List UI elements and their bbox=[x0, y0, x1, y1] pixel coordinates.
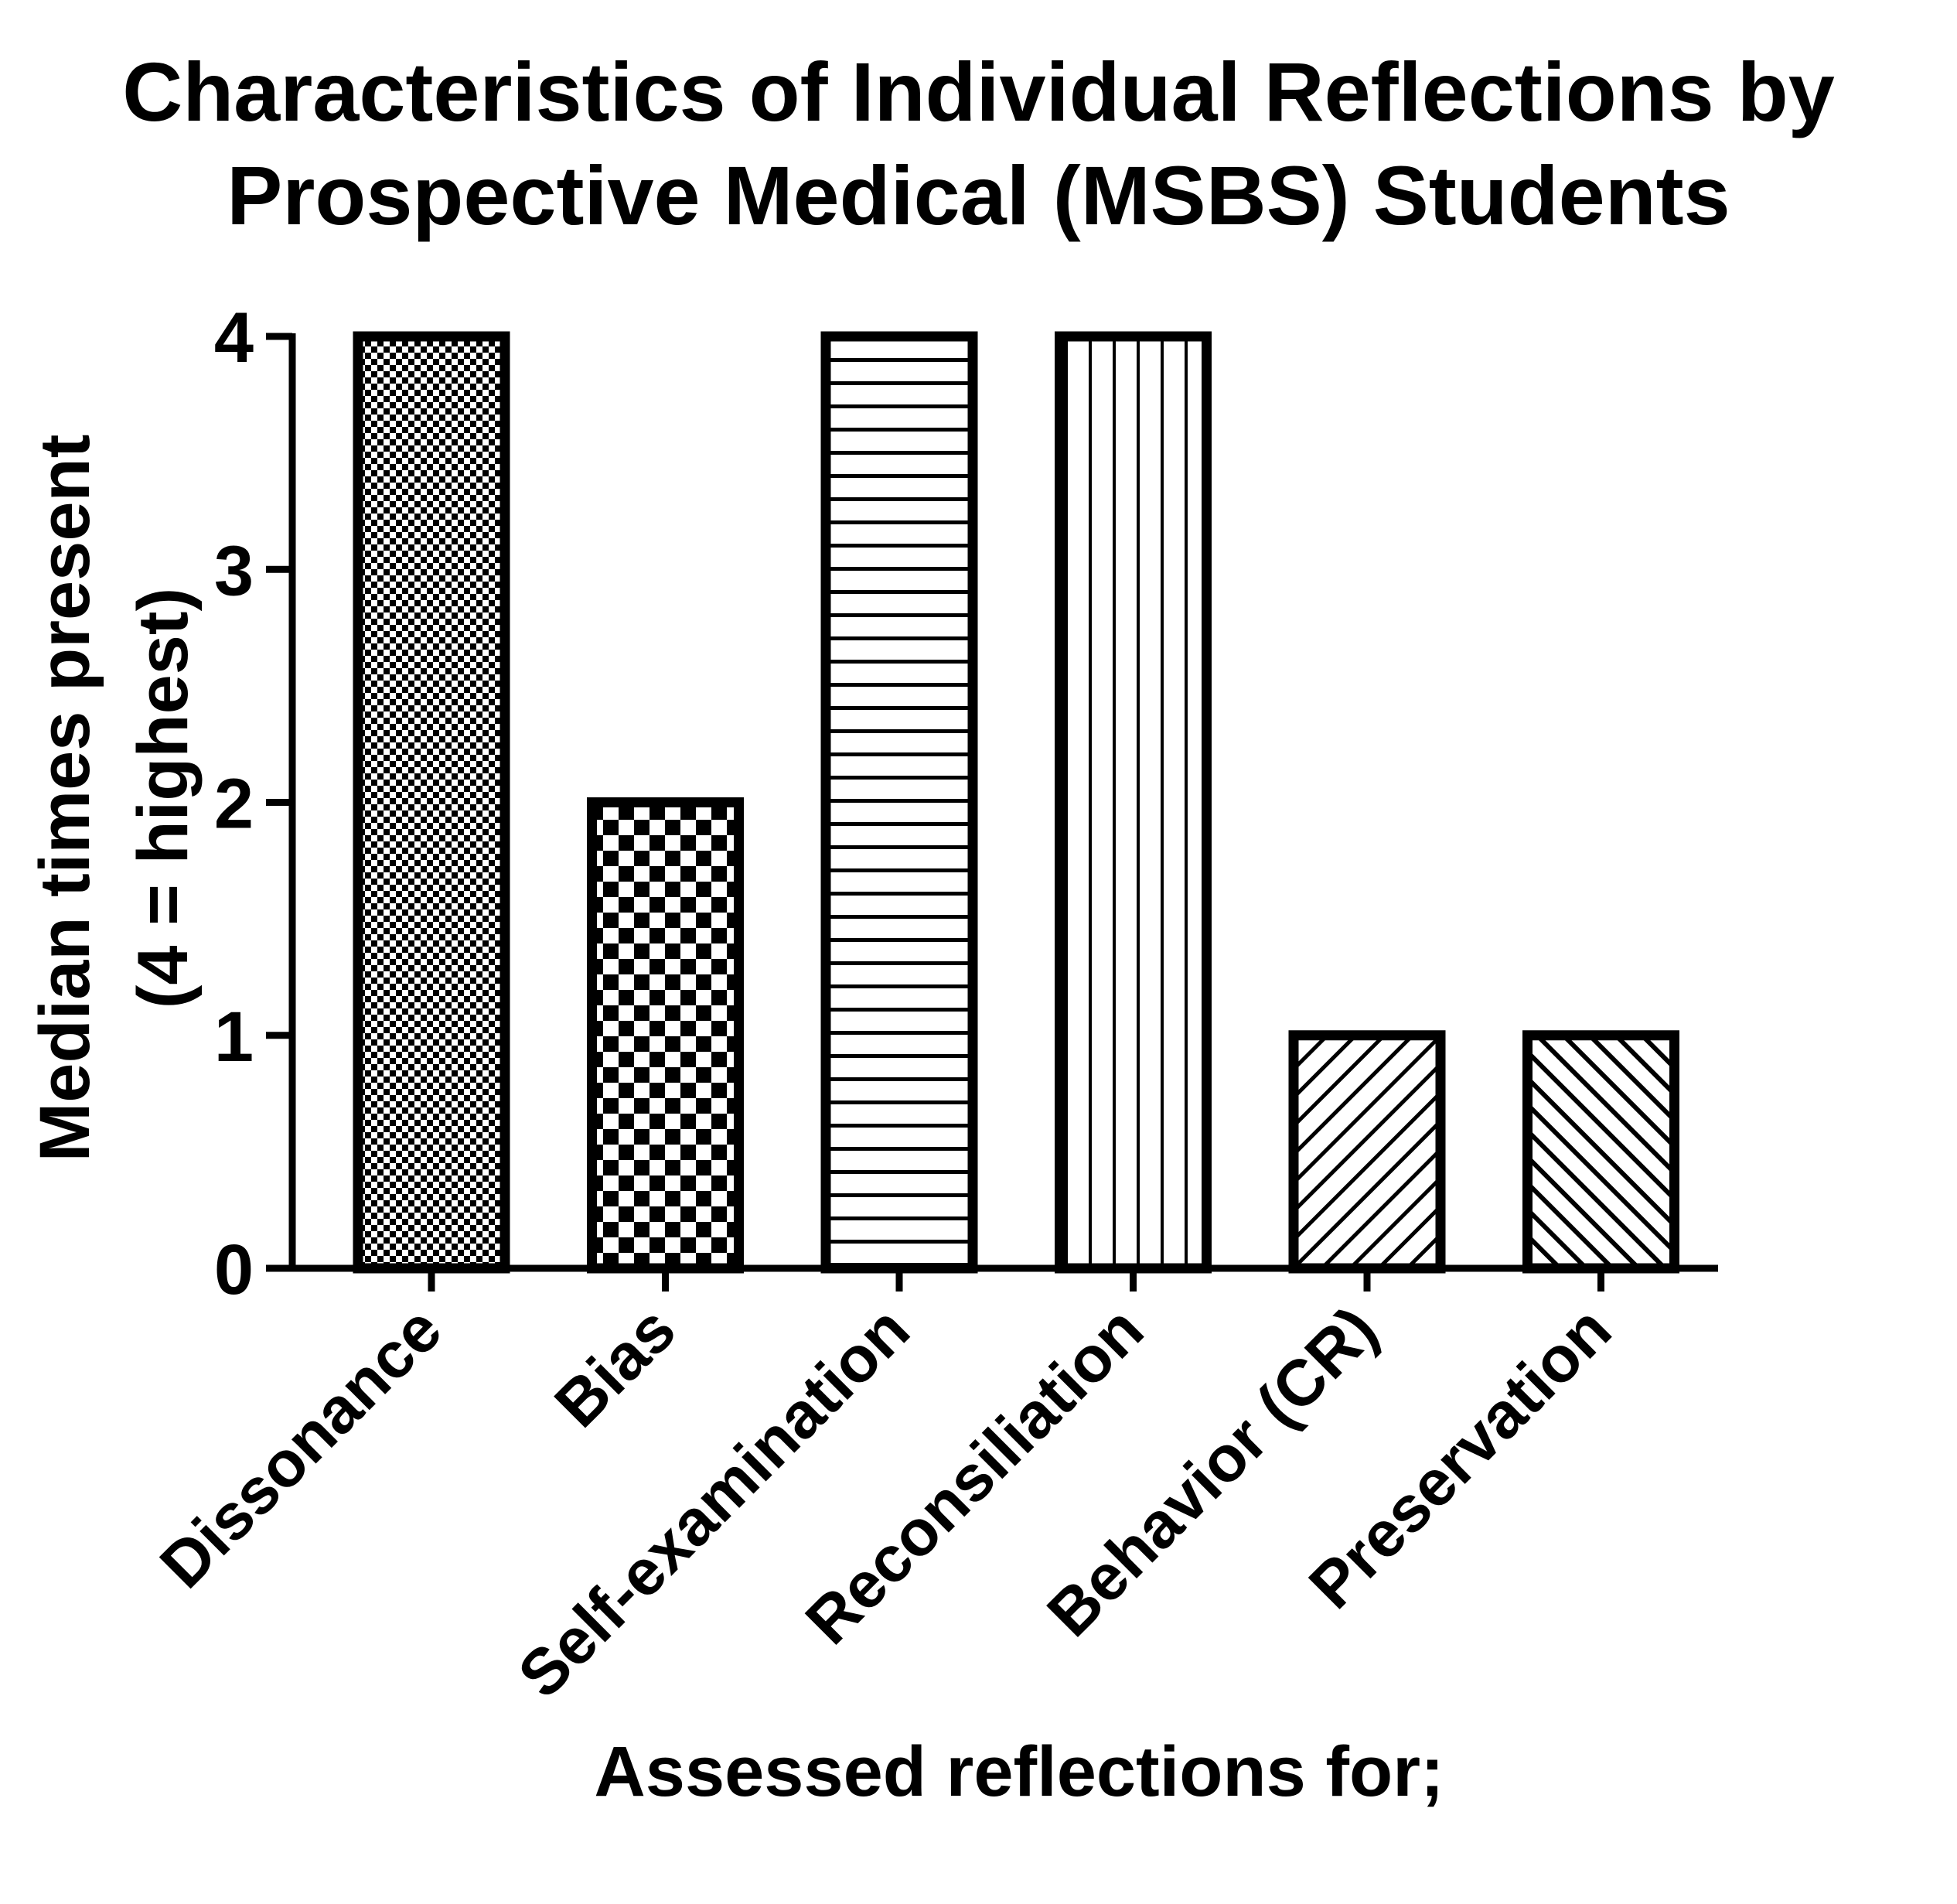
y-ticks-group: 0 1 2 3 4 bbox=[214, 299, 292, 1309]
bar-reconsiliation bbox=[1055, 331, 1212, 1274]
x-tick-label: Bias bbox=[540, 1292, 689, 1441]
y-axis-label-line-2: (4 = highest) bbox=[124, 588, 203, 1008]
bar-behavior-cr bbox=[1288, 1030, 1446, 1274]
y-tick-label: 2 bbox=[214, 765, 254, 844]
y-tick-label: 4 bbox=[214, 299, 254, 377]
bar-preservation bbox=[1522, 1030, 1679, 1274]
x-axis-label: Assessed reflections for; bbox=[594, 1732, 1444, 1811]
y-tick-label: 3 bbox=[214, 531, 254, 610]
y-tick-label: 0 bbox=[214, 1230, 254, 1309]
chart-title: Characteristics of Individual Reflection… bbox=[0, 40, 1957, 247]
x-tick-label: Dissonance bbox=[146, 1292, 455, 1602]
bar-dissonance bbox=[353, 331, 510, 1274]
bars-group bbox=[353, 331, 1679, 1274]
y-axis-label-line-1: Median times present bbox=[26, 435, 104, 1162]
bar-bias bbox=[587, 797, 744, 1274]
x-tick-label: Self-examination bbox=[504, 1292, 923, 1711]
bar-self-examination bbox=[820, 331, 978, 1274]
chart-title-line-2: Prospective Medical (MSBS) Students bbox=[227, 148, 1730, 242]
x-ticks-group: Dissonance BiasSelf-examinationReconsilia… bbox=[146, 1268, 1625, 1711]
chart-title-line-1: Characteristics of Individual Reflection… bbox=[122, 45, 1835, 138]
y-tick-label: 1 bbox=[214, 998, 254, 1077]
